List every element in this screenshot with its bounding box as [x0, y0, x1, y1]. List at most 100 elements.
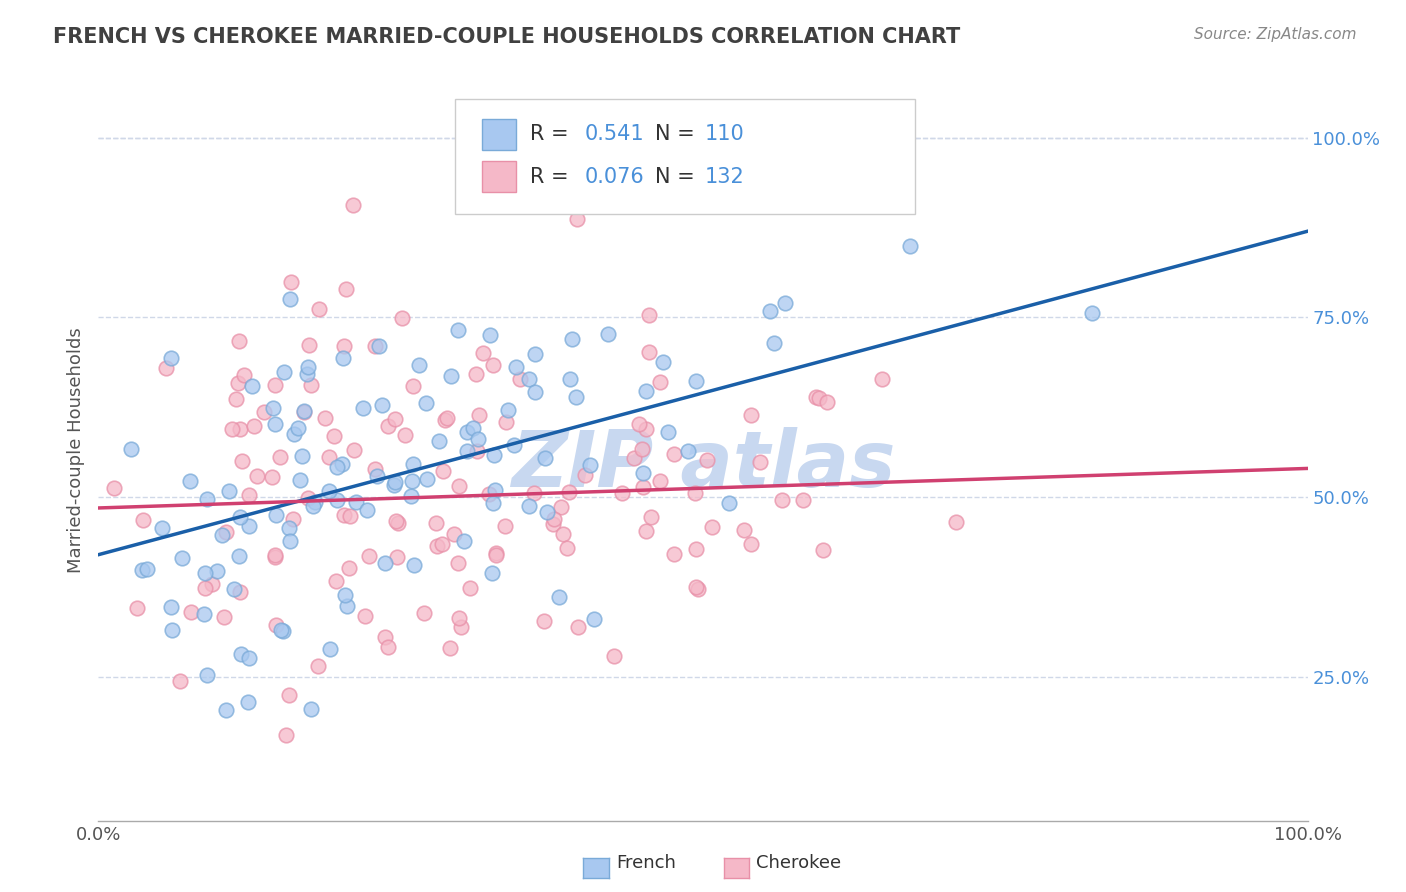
Point	[415, 472, 437, 486]
Point	[558, 485, 581, 500]
Point	[243, 418, 266, 433]
Point	[505, 359, 527, 374]
Point	[602, 648, 624, 663]
Point	[870, 372, 893, 386]
Point	[685, 580, 707, 594]
Point	[900, 239, 922, 253]
Point	[262, 401, 284, 416]
Point	[211, 528, 233, 542]
Point	[352, 401, 374, 416]
Point	[636, 524, 658, 538]
Point	[415, 396, 437, 410]
Point	[565, 391, 588, 405]
Point	[717, 496, 740, 510]
Point	[238, 488, 260, 502]
Point	[212, 610, 235, 624]
Point	[749, 455, 772, 469]
Point	[496, 403, 519, 417]
Point	[180, 605, 202, 619]
Point	[201, 577, 224, 591]
Point	[758, 303, 780, 318]
Point	[447, 479, 470, 493]
Point	[574, 468, 596, 483]
Point	[382, 478, 405, 492]
Text: ZIP atlas: ZIP atlas	[510, 427, 896, 503]
Point	[385, 514, 408, 528]
Point	[579, 458, 602, 472]
Point	[132, 513, 155, 527]
Point	[195, 668, 218, 682]
Point	[740, 537, 762, 551]
Y-axis label: Married-couple Households: Married-couple Households	[66, 327, 84, 574]
Point	[264, 550, 287, 565]
Point	[686, 582, 709, 596]
Point	[429, 434, 451, 448]
Point	[262, 470, 284, 484]
Point	[356, 502, 378, 516]
Point	[436, 410, 458, 425]
Point	[402, 379, 425, 393]
Point	[792, 492, 814, 507]
Point	[453, 533, 475, 548]
Point	[264, 548, 287, 562]
Point	[194, 581, 217, 595]
Point	[333, 588, 356, 602]
Point	[478, 487, 501, 501]
Point	[298, 338, 321, 352]
Point	[551, 527, 574, 541]
Point	[238, 651, 260, 665]
Text: N =: N =	[655, 167, 702, 186]
Point	[354, 608, 377, 623]
Point	[366, 469, 388, 483]
Point	[627, 417, 650, 432]
Point	[541, 517, 564, 532]
Point	[696, 453, 718, 467]
Point	[464, 368, 486, 382]
Point	[523, 485, 546, 500]
Point	[277, 521, 299, 535]
Point	[299, 702, 322, 716]
Text: 110: 110	[704, 124, 744, 145]
Point	[657, 425, 679, 439]
Text: R =: R =	[530, 167, 575, 186]
Point	[377, 419, 399, 434]
Point	[387, 516, 409, 530]
Point	[238, 695, 260, 709]
Point	[299, 378, 322, 392]
Point	[193, 607, 215, 622]
Point	[233, 368, 256, 382]
Point	[623, 450, 645, 465]
Point	[336, 599, 359, 614]
Point	[194, 566, 217, 581]
Text: 0.076: 0.076	[585, 167, 644, 186]
Point	[468, 408, 491, 422]
Point	[221, 422, 243, 436]
Point	[471, 346, 494, 360]
Point	[288, 473, 311, 487]
Point	[634, 384, 657, 398]
Point	[215, 703, 238, 717]
Point	[280, 275, 302, 289]
Point	[460, 581, 482, 595]
Point	[560, 371, 582, 385]
Point	[650, 375, 672, 389]
Point	[439, 640, 461, 655]
Point	[253, 404, 276, 418]
Point	[228, 549, 250, 563]
Point	[240, 379, 263, 393]
Point	[120, 442, 142, 456]
Point	[135, 562, 157, 576]
Point	[633, 480, 655, 494]
Point	[266, 617, 288, 632]
Point	[333, 339, 356, 353]
Point	[733, 524, 755, 538]
Point	[325, 493, 347, 508]
Point	[408, 358, 430, 372]
Point	[367, 339, 389, 353]
Point	[443, 526, 465, 541]
Point	[547, 590, 569, 604]
Text: 0.541: 0.541	[585, 124, 644, 145]
Text: R =: R =	[530, 124, 575, 145]
Point	[363, 462, 385, 476]
Point	[292, 403, 315, 417]
